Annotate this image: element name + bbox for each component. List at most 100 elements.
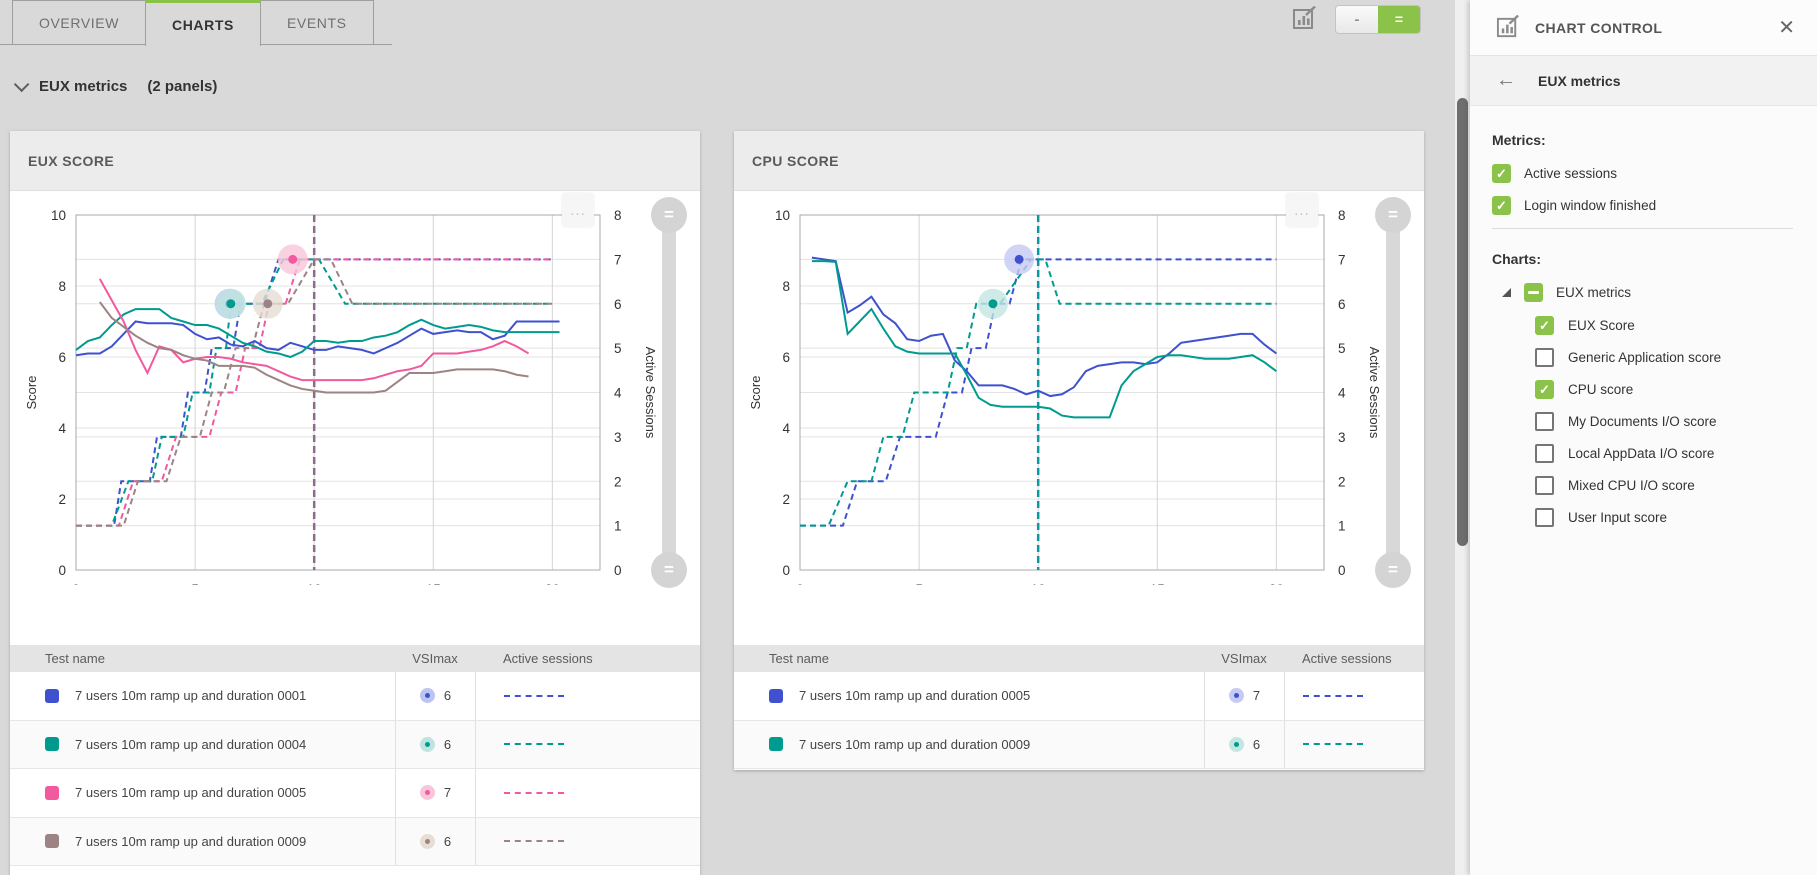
tree-item-local-appdata-i-o-score[interactable]: Local AppData I/O score: [1535, 444, 1793, 463]
tree-item-my-documents-i-o-score[interactable]: My Documents I/O score: [1535, 412, 1793, 431]
test-name-cell: 7 users 10m ramp up and duration 0001: [10, 688, 395, 703]
checkbox[interactable]: [1535, 348, 1554, 367]
table-header-row: Test name VSImax Active sessions: [10, 645, 700, 672]
checkbox[interactable]: ✓: [1492, 164, 1511, 183]
tree-item-label: EUX Score: [1568, 318, 1635, 333]
tree-item-label: Generic Application score: [1568, 350, 1722, 365]
close-icon[interactable]: ✕: [1778, 17, 1795, 39]
vsimax-cell: 6: [395, 672, 475, 720]
column-header-active-sessions[interactable]: Active sessions: [503, 651, 593, 666]
svg-text:4: 4: [58, 421, 66, 436]
eux-metrics-checkbox[interactable]: [1524, 283, 1543, 302]
vsimax-marker-icon: [419, 785, 435, 801]
checkbox[interactable]: ✓: [1535, 316, 1554, 335]
slider-handle-top[interactable]: =: [651, 197, 687, 233]
active-sessions-line-sample: [1303, 743, 1363, 746]
tree-item-cpu-score[interactable]: ✓ CPU score: [1535, 380, 1793, 399]
tree-item-user-input-score[interactable]: User Input score: [1535, 508, 1793, 527]
slider-handle-bottom[interactable]: =: [651, 552, 687, 588]
svg-text:6: 6: [58, 350, 66, 365]
slider-handle-top[interactable]: =: [1375, 197, 1411, 233]
checkbox[interactable]: ✓: [1492, 196, 1511, 215]
svg-text:0: 0: [614, 563, 622, 578]
column-header-active-sessions[interactable]: Active sessions: [1302, 651, 1392, 666]
checkbox[interactable]: [1535, 412, 1554, 431]
column-header-test-name[interactable]: Test name: [769, 651, 829, 666]
more-options-button[interactable]: ...: [562, 193, 594, 227]
test-name-cell: 7 users 10m ramp up and duration 0005: [10, 785, 395, 800]
svg-text:4: 4: [782, 421, 790, 436]
svg-text:6: 6: [1338, 297, 1346, 312]
series-color-swatch: [45, 834, 59, 849]
tree-node-eux-metrics[interactable]: EUX metrics: [1502, 283, 1793, 302]
column-header-vsimax[interactable]: VSImax: [412, 651, 458, 666]
tree-expand-icon[interactable]: [1502, 288, 1511, 297]
tree-item-label: My Documents I/O score: [1568, 414, 1717, 429]
tab-charts-label: CHARTS: [172, 16, 234, 33]
checkbox[interactable]: [1535, 444, 1554, 463]
tree-item-label: User Input score: [1568, 510, 1668, 525]
chart-edit-icon[interactable]: [1292, 6, 1318, 32]
tree-items: ✓ EUX Score Generic Application score ✓ CPU …: [1535, 316, 1793, 527]
table-row[interactable]: 7 users 10m ramp up and duration 0001 6: [10, 672, 700, 721]
table-row[interactable]: 7 users 10m ramp up and duration 0009 6: [734, 720, 1424, 769]
back-arrow-icon[interactable]: ←: [1496, 69, 1516, 91]
tab-events[interactable]: EVENTS: [259, 0, 374, 44]
svg-text:0: 0: [782, 563, 790, 578]
svg-text:8: 8: [782, 279, 790, 294]
tree-item-eux-score[interactable]: ✓ EUX Score: [1535, 316, 1793, 335]
panel-eux-score: EUX SCORE 0 2 4 6 8 10 0 1 2 3 4 5 6 7 8 0 5 10 15 20 Score A…: [10, 131, 700, 875]
test-name-cell: 7 users 10m ramp up and duration 0005: [734, 688, 1204, 703]
slider-track[interactable]: [1386, 215, 1400, 570]
test-name-label: 7 users 10m ramp up and duration 0009: [75, 833, 307, 849]
metric-item-active-sessions[interactable]: ✓ Active sessions: [1492, 164, 1793, 183]
vsimax-marker-icon: [419, 688, 435, 704]
column-header-test-name[interactable]: Test name: [45, 651, 105, 666]
tree-item-mixed-cpu-i-o-score[interactable]: Mixed CPU I/O score: [1535, 476, 1793, 495]
cpu-score-plot: 0 2 4 6 8 10 0 1 2 3 4 5 6 7 8 0 5 10 15 20 Score Active Sess…: [748, 208, 1382, 585]
expand-panels-button[interactable]: =: [1378, 5, 1420, 33]
more-options-button[interactable]: ...: [1286, 193, 1318, 227]
chart-control-title: CHART CONTROL: [1535, 19, 1663, 36]
svg-text:15: 15: [426, 582, 441, 585]
chevron-down-icon[interactable]: [13, 76, 30, 93]
vertical-scrollbar[interactable]: [1455, 0, 1470, 875]
column-header-vsimax[interactable]: VSImax: [1221, 651, 1267, 666]
slider-track[interactable]: [662, 215, 676, 570]
test-name-label: 7 users 10m ramp up and duration 0004: [75, 736, 307, 752]
vsimax-marker-icon: [1228, 736, 1244, 752]
checkbox[interactable]: [1535, 508, 1554, 527]
active-sessions-cell: [1284, 672, 1424, 720]
svg-text:3: 3: [1338, 430, 1346, 445]
table-header-row: Test name VSImax Active sessions: [734, 645, 1424, 672]
table-row[interactable]: 7 users 10m ramp up and duration 0004 6: [10, 720, 700, 769]
table-row[interactable]: 7 users 10m ramp up and duration 0005 7: [10, 769, 700, 818]
active-sessions-cell: [475, 720, 700, 768]
table-row[interactable]: 7 users 10m ramp up and duration 0005 7: [734, 672, 1424, 721]
tree-item-generic-application-score[interactable]: Generic Application score: [1535, 348, 1793, 367]
svg-text:0: 0: [796, 582, 804, 585]
vsimax-cell: 7: [1204, 672, 1284, 720]
vsimax-marker-icon: [1228, 688, 1244, 704]
cpu-score-legend-table: Test name VSImax Active sessions 7 users 10…: [734, 645, 1424, 769]
svg-text:4: 4: [614, 386, 622, 401]
checkbox[interactable]: ✓: [1535, 380, 1554, 399]
svg-text:8: 8: [614, 208, 622, 223]
checkbox[interactable]: [1535, 476, 1554, 495]
eux-score-chart: 0 2 4 6 8 10 0 1 2 3 4 5 6 7 8 0 5 10 15 20 Score Active Sess…: [10, 191, 700, 645]
svg-text:4: 4: [1338, 386, 1346, 401]
tab-charts[interactable]: CHARTS: [145, 0, 261, 46]
svg-text:10: 10: [51, 208, 66, 223]
metric-label: Login window finished: [1524, 198, 1657, 213]
tree-item-label: Local AppData I/O score: [1568, 446, 1715, 461]
group-header: EUX metrics (2 panels): [13, 76, 217, 95]
slider-handle-bottom[interactable]: =: [1375, 552, 1411, 588]
scrollbar-thumb[interactable]: [1457, 98, 1468, 546]
svg-text:7: 7: [614, 252, 622, 267]
table-row[interactable]: 7 users 10m ramp up and duration 0009 6: [10, 817, 700, 866]
metric-item-login-window-finished[interactable]: ✓ Login window finished: [1492, 196, 1793, 215]
metrics-section-label: Metrics:: [1492, 132, 1546, 148]
active-sessions-cell: [475, 769, 700, 817]
collapse-panels-button[interactable]: -: [1336, 5, 1378, 33]
tab-overview[interactable]: OVERVIEW: [12, 0, 147, 44]
